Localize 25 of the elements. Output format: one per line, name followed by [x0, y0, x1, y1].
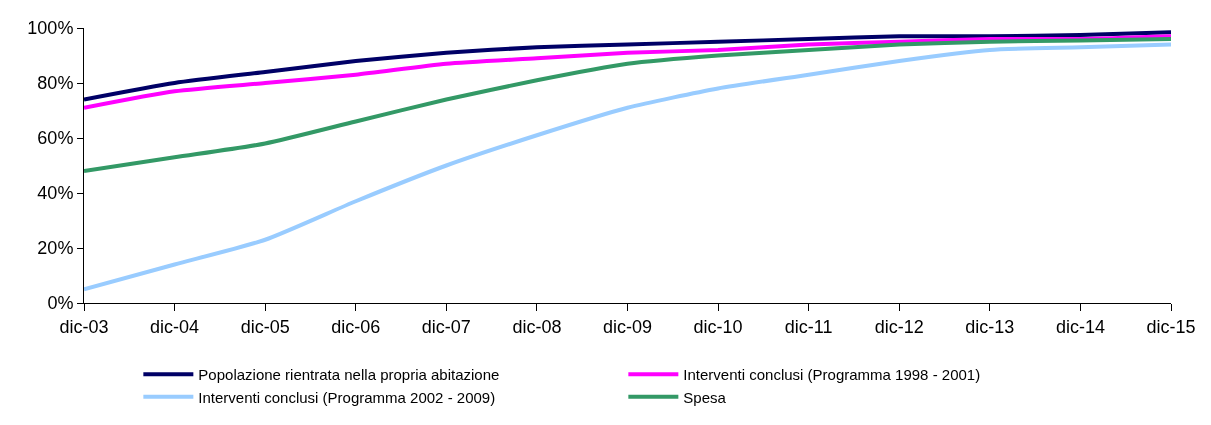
x-tick-label: dic-11: [784, 316, 833, 337]
y-tick-label: 0%: [47, 293, 74, 314]
legend-label: Popolazione rientrata nella propria abitazione: [198, 366, 500, 384]
x-tick-label: dic-06: [331, 316, 381, 337]
y-tick-label: 40%: [37, 183, 74, 204]
x-tick-label: dic-15: [1146, 316, 1196, 337]
line-series: [84, 42, 1171, 292]
y-tick-label: 20%: [37, 238, 74, 259]
x-tick-label: dic-04: [150, 316, 200, 337]
line-series: [84, 37, 1171, 173]
y-tick-label: 60%: [37, 128, 74, 149]
x-tick-label: dic-10: [693, 316, 743, 337]
x-tick-label: dic-08: [512, 316, 562, 337]
legend-label: Spesa: [683, 388, 727, 406]
x-tick-label: dic-12: [874, 316, 924, 337]
x-tick-label: dic-05: [240, 316, 290, 337]
x-tick-label: dic-07: [421, 316, 471, 337]
x-tick-label: dic-13: [965, 316, 1015, 337]
y-tick-label: 100%: [27, 18, 74, 39]
legend-label: Interventi conclusi (Programma 1998 - 2001): [683, 366, 981, 384]
x-tick-label: dic-09: [602, 316, 653, 337]
x-tick-label: dic-03: [59, 316, 109, 337]
x-tick-label: dic-14: [1055, 316, 1105, 337]
legend-label: Interventi conclusi (Programma 2002 - 2009): [198, 388, 496, 406]
y-tick-label: 80%: [37, 73, 74, 94]
